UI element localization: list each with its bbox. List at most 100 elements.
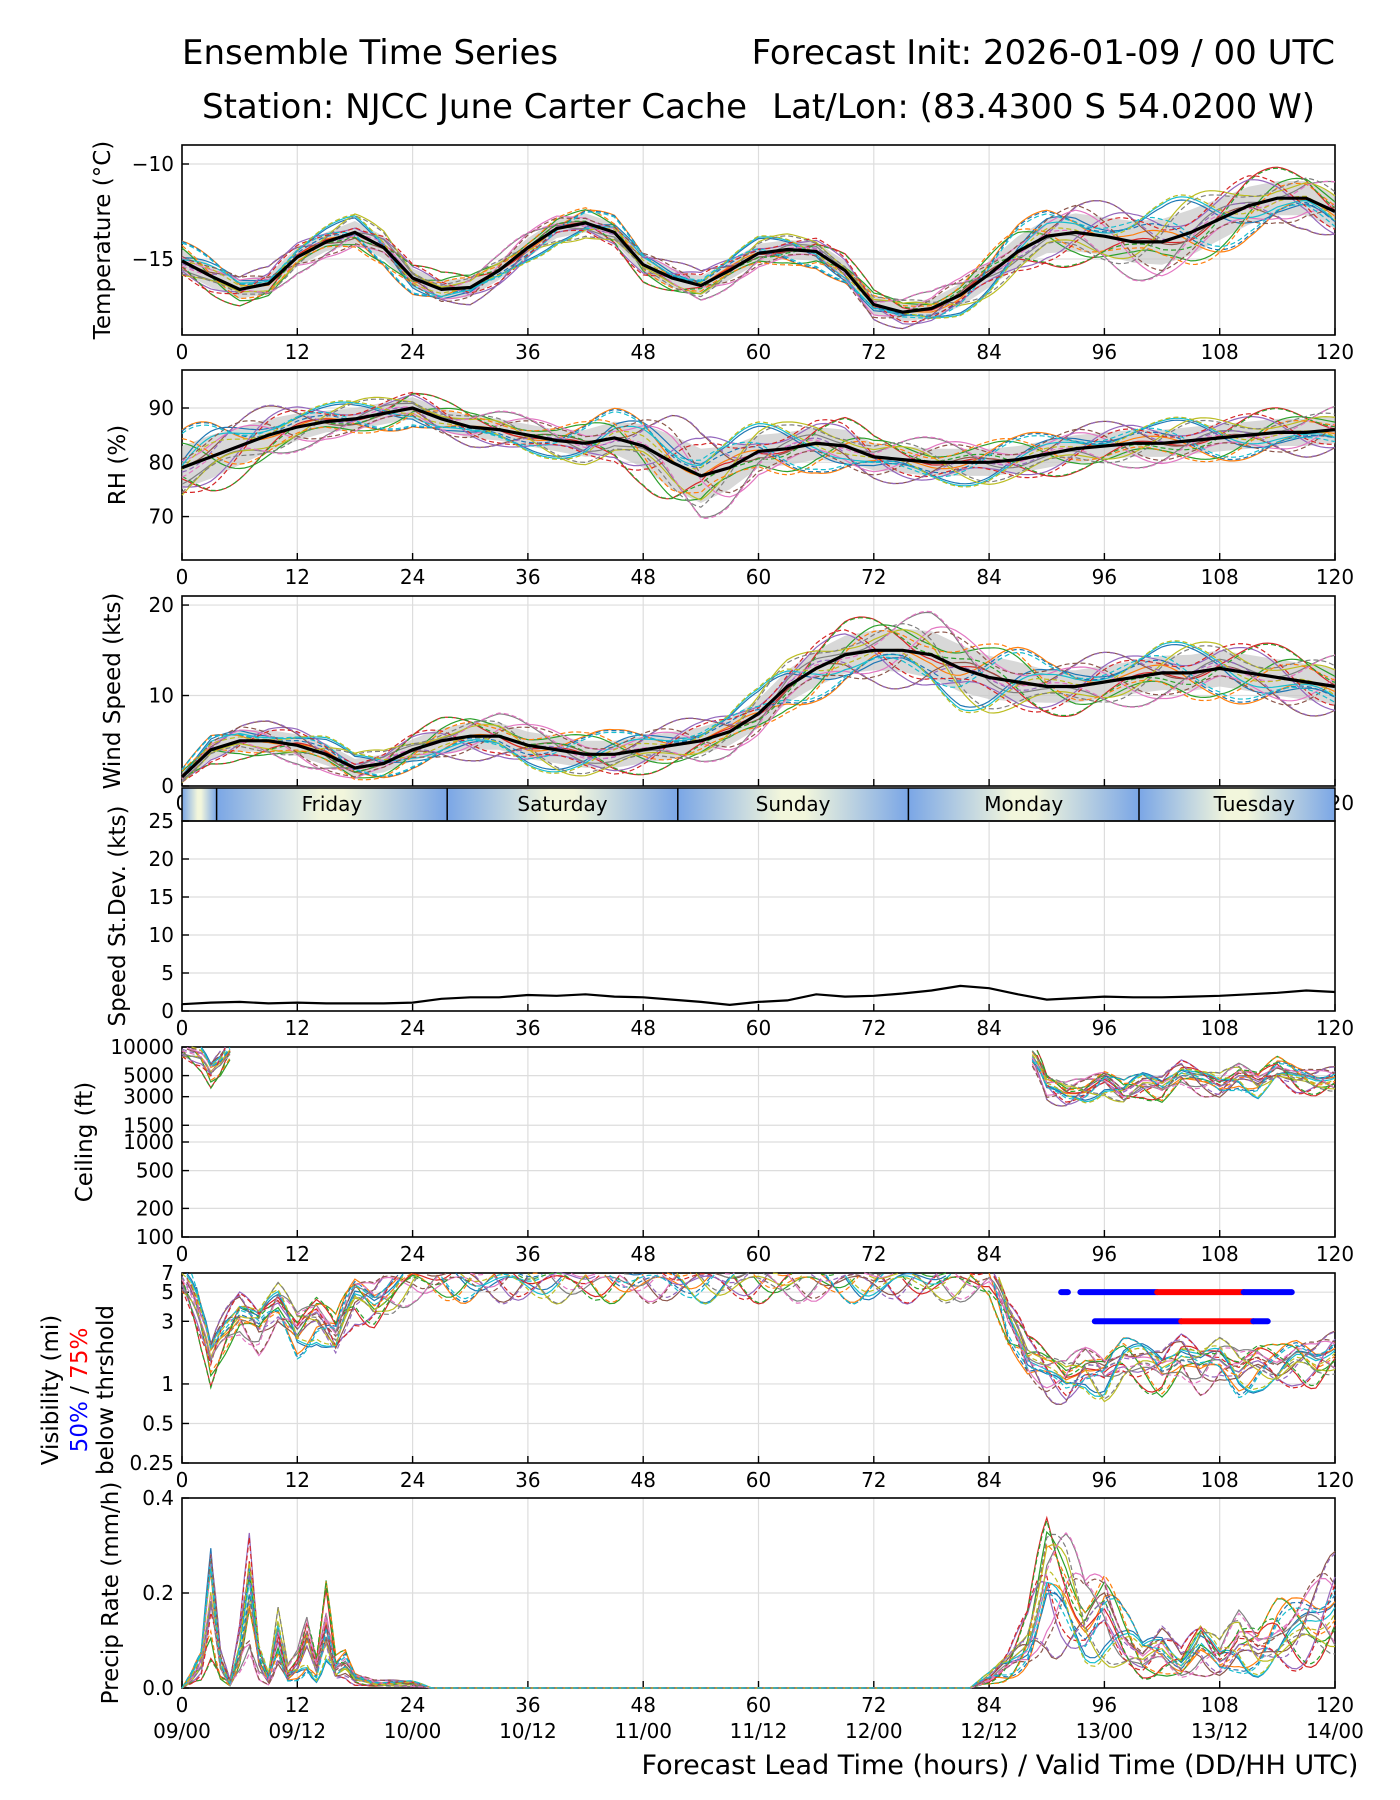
rh-ytick-label: 80: [149, 450, 174, 474]
precip_rate-valid-tick-label: 10/00: [384, 1719, 442, 1743]
ceiling-xtick-label: 60: [746, 1242, 771, 1266]
precip_rate-ytick-label: 0.0: [142, 1676, 174, 1700]
ceiling-member-line: [191, 1047, 1336, 1098]
rh-xtick-label: 48: [630, 565, 655, 589]
rh-xtick-label: 108: [1201, 565, 1239, 589]
wind_speed-member-line: [181, 617, 1336, 780]
day-segment: [447, 788, 678, 821]
precip_rate-xtick-label: 36: [515, 1693, 540, 1717]
ceiling-xtick-label: 84: [976, 1242, 1001, 1266]
ceiling-ylabel: Ceiling (ft): [72, 1082, 98, 1203]
speed-stdev-line: [181, 984, 1336, 1007]
rh-member-line: [181, 398, 1336, 508]
temperature-member-line: [181, 181, 1336, 306]
temperature-member-line: [181, 180, 1336, 304]
rh-member-line: [181, 400, 1336, 488]
visibility-xtick-label: 120: [1316, 1468, 1354, 1492]
day-label-tuesday: Tuesday: [1213, 792, 1296, 816]
day-segment: [216, 788, 448, 821]
visibility-ytick-label: 0.25: [129, 1451, 174, 1475]
ceiling-ytick-label: 200: [136, 1196, 174, 1220]
precip_rate-ytick-label: 0.4: [142, 1486, 174, 1510]
precip_rate-ylabel: Precip Rate (mm/h): [98, 1482, 124, 1705]
rh-member-line: [181, 408, 1336, 474]
vis-sep-label: /: [67, 1379, 93, 1401]
visibility-member-line: [195, 1272, 1336, 1392]
visibility-ytick-label: 0.5: [142, 1411, 174, 1435]
visibility-xtick-label: 72: [861, 1468, 886, 1492]
day-band: Friday Saturday Sunday Monday Tuesday: [181, 787, 1336, 822]
ceiling-member-line: [181, 1050, 1336, 1102]
visibility-member-line: [181, 1272, 1336, 1395]
vis-p75-label: 75%: [67, 1328, 93, 1379]
visibility-ylabel-line1: Visibility (mi): [38, 1315, 64, 1465]
precip_rate-valid-tick-label: 10/12: [499, 1719, 557, 1743]
rh-mean-line: [181, 406, 1336, 478]
wind_speed-spread-band: [182, 628, 1335, 782]
precip_rate-xtick-label: 48: [630, 1693, 655, 1717]
temperature-xtick-label: 72: [861, 340, 886, 364]
rh-member-line: [181, 391, 1336, 493]
title-left-line1: Ensemble Time Series: [182, 33, 558, 73]
wind_speed-ylabel: Wind Speed (kts): [100, 593, 126, 790]
speed_stdev-ytick-label: 10: [149, 923, 174, 947]
temperature-panel: 0 12 24 36 48 60 72 84 96 108 120 −15 −10 Temperature…: [90, 141, 1354, 364]
speed_stdev-xtick-label: 0: [176, 1016, 189, 1040]
precip_rate-xtick-label: 0: [176, 1693, 189, 1717]
temperature-member-line: [181, 204, 1336, 319]
precip_rate-xtick-label: 24: [400, 1693, 425, 1717]
precip_rate-valid-tick-label: 14/00: [1306, 1719, 1364, 1743]
wind_speed-member-line: [181, 651, 1336, 778]
ceiling-xtick-label: 120: [1316, 1242, 1354, 1266]
vis-p50-label: 50%: [67, 1401, 93, 1452]
temperature-member-line: [181, 177, 1336, 306]
speed-stdev-panel: 0 12 24 36 48 60 72 84 96 108 120 0 5 10 15 20 25 Speed S…: [105, 806, 1354, 1040]
ceiling-member-line: [181, 1049, 1336, 1102]
precip_rate-valid-tick-label: 13/00: [1076, 1719, 1134, 1743]
wind_speed-member-line: [181, 631, 1336, 778]
visibility-ytick-label: 5: [161, 1280, 174, 1304]
ceiling-member-line: [181, 1047, 1336, 1103]
ceiling-ytick-label: 100: [136, 1225, 174, 1249]
temperature-xtick-label: 60: [746, 340, 771, 364]
visibility-xtick-label: 48: [630, 1468, 655, 1492]
precip_rate-valid-tick-label: 09/12: [268, 1719, 326, 1743]
visibility-member-line: [181, 1272, 1336, 1384]
title-right-line2: Lat/Lon: (83.4300 S 54.0200 W): [772, 87, 1315, 127]
temperature-member-line: [181, 194, 1336, 319]
ceiling-ytick-label: 5000: [123, 1064, 174, 1088]
precip_rate-member-line: [181, 1568, 1336, 1689]
ceiling-ytick-label: 1500: [123, 1113, 174, 1137]
temperature-xtick-label: 84: [976, 340, 1001, 364]
visibility-panel: 0 12 24 36 48 60 72 84 96 108 120 0.25 0.5 1 3 57: [129, 1261, 1354, 1492]
day-label-sunday: Sunday: [756, 792, 831, 816]
ceiling-member-line: [181, 1048, 1336, 1107]
precip_rate-xtick-label: 72: [861, 1693, 886, 1717]
wind_speed-member-line: [181, 610, 1336, 780]
rh-ylabel: RH (%): [105, 425, 131, 505]
rh-ytick-label: 90: [149, 396, 174, 420]
visibility-ylabel-line3: below thrshold: [93, 1305, 119, 1475]
rh-member-line: [181, 393, 1336, 500]
visibility-xtick-label: 108: [1201, 1468, 1239, 1492]
speed_stdev-xtick-label: 24: [400, 1016, 425, 1040]
rh-panel: 0 12 24 36 48 60 72 84 96 108 120 70 80 90 RH (%): [105, 369, 1354, 589]
ceiling-xtick-label: 48: [630, 1242, 655, 1266]
temperature-xtick-label: 120: [1316, 340, 1354, 364]
speed_stdev-xtick-label: 84: [976, 1016, 1001, 1040]
temperature-member-line: [181, 180, 1336, 302]
visibility-xtick-label: 60: [746, 1468, 771, 1492]
speed_stdev-xtick-label: 12: [285, 1016, 310, 1040]
precip_rate-xtick-label: 12: [285, 1693, 310, 1717]
precip_rate-xtick-label: 84: [976, 1693, 1001, 1717]
speed_stdev-xtick-label: 36: [515, 1016, 540, 1040]
ceiling-panel: 0 12 24 36 48 60 72 84 96 108 120 100 200 500 10001500…: [72, 1035, 1354, 1266]
day-label-saturday: Saturday: [517, 792, 607, 816]
ceiling-xtick-label: 108: [1201, 1242, 1239, 1266]
temperature-xtick-label: 36: [515, 340, 540, 364]
visibility-member-line: [181, 1273, 1336, 1405]
rh-member-line: [181, 414, 1336, 494]
ceiling-xtick-label: 36: [515, 1242, 540, 1266]
precip_rate-xtick-label: 120: [1316, 1693, 1354, 1717]
